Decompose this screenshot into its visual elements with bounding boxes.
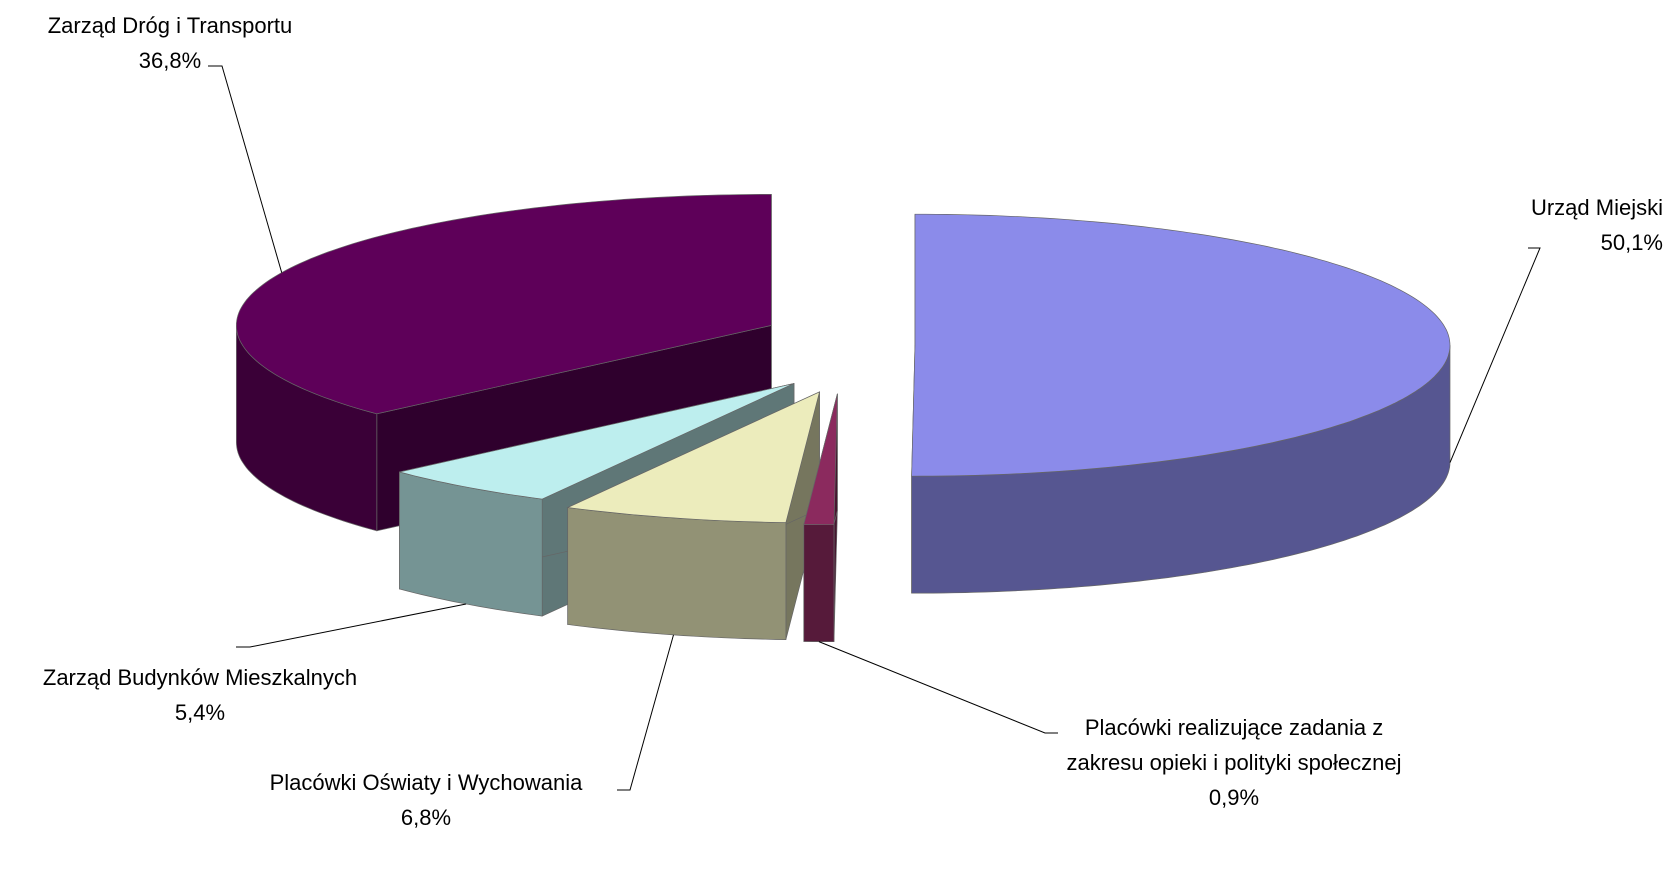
slice [803, 393, 838, 526]
category-label: Placówki realizujące zadania z zakresu o… [1066, 715, 1402, 775]
slice [911, 213, 1451, 477]
leader-line [617, 634, 674, 791]
data-label: Urząd Miejski 50,1% [1363, 190, 1663, 260]
data-label: Zarząd Budynków Mieszkalnych 5,4% [0, 660, 410, 730]
slice [566, 391, 821, 523]
value-label: 6,8% [400, 805, 452, 830]
category-label: Zarząd Budynków Mieszkalnych [42, 665, 358, 690]
data-label: Placówki realizujące zadania z zakresu o… [1049, 710, 1419, 815]
category-label: Placówki Oświaty i Wychowania [269, 770, 583, 795]
leader-line [818, 641, 1058, 734]
category-label: Zarząd Dróg i Transportu [47, 13, 293, 38]
leader-line [208, 65, 283, 273]
data-label: Zarząd Dróg i Transportu 36,8% [0, 8, 340, 78]
leader-line [1449, 247, 1541, 463]
slice [399, 383, 795, 500]
value-label: 0,9% [1208, 785, 1260, 810]
data-label: Placówki Oświaty i Wychowania 6,8% [216, 765, 636, 835]
slice-wall [567, 507, 787, 640]
value-label: 36,8% [138, 48, 202, 73]
slice-wall [803, 524, 835, 643]
value-label: 5,4% [174, 700, 226, 725]
value-label: 50,1% [1600, 230, 1663, 255]
category-label: Urząd Miejski [1530, 195, 1663, 220]
leader-line [236, 603, 467, 648]
